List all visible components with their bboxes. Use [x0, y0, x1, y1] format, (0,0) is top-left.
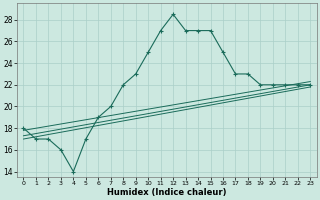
X-axis label: Humidex (Indice chaleur): Humidex (Indice chaleur)	[107, 188, 227, 197]
